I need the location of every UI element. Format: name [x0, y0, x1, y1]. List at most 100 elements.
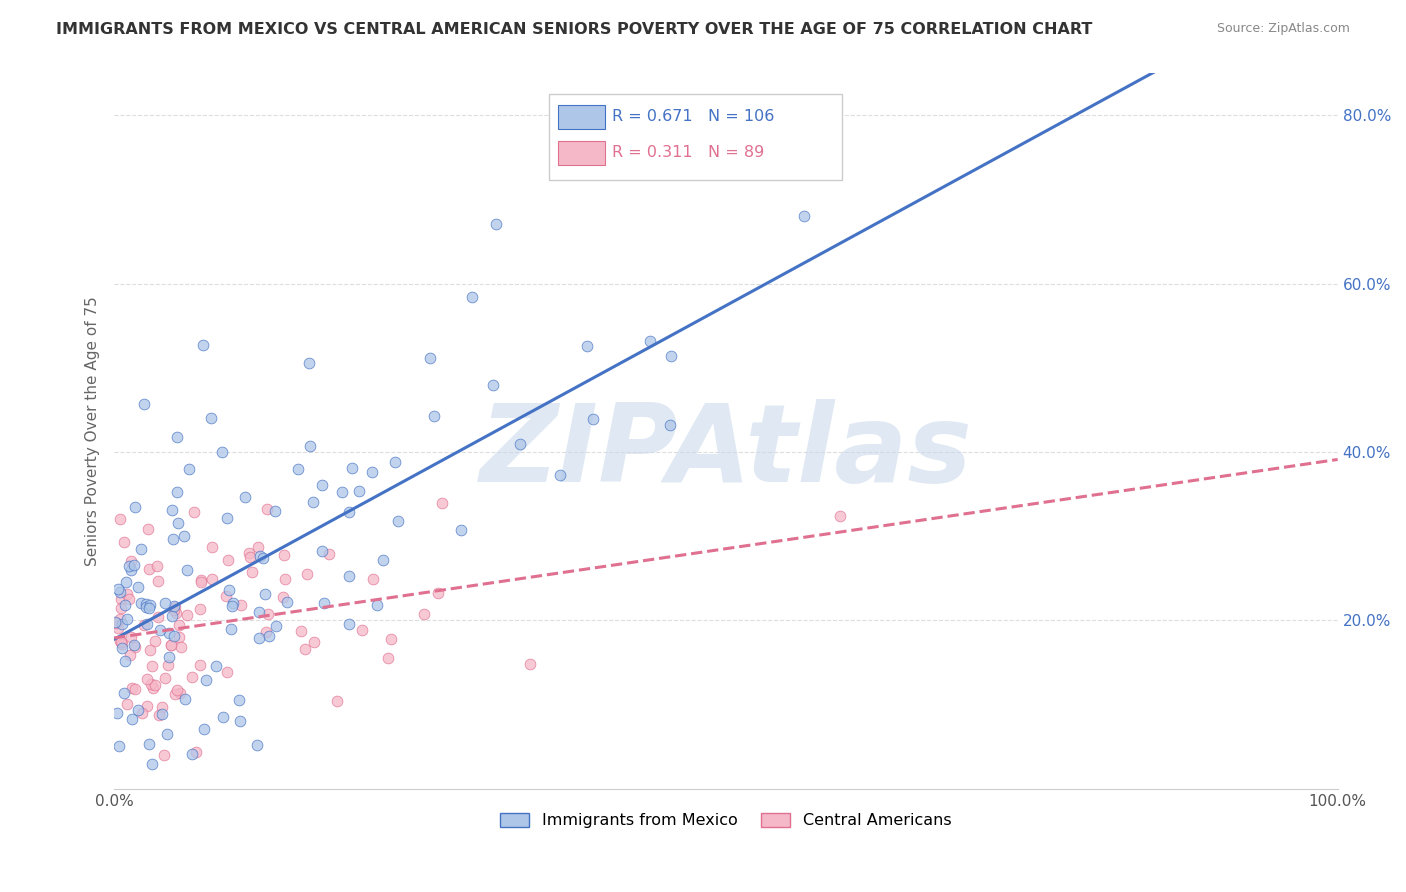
Point [160, 638, 183, 652]
Point [509, 436, 531, 450]
Point [337, 616, 360, 631]
Point [377, 650, 399, 665]
Point [173, 529, 195, 543]
Point [450, 523, 472, 537]
Point [176, 608, 198, 623]
Point [302, 635, 325, 649]
Point [127, 580, 149, 594]
Point [229, 598, 252, 612]
Point [188, 657, 211, 672]
Point [264, 504, 287, 518]
Point [176, 563, 198, 577]
Point [170, 640, 193, 654]
Point [150, 700, 173, 714]
Point [218, 582, 240, 597]
Point [242, 565, 264, 579]
Point [118, 558, 141, 573]
Point [107, 582, 129, 597]
Point [311, 477, 333, 491]
Point [167, 630, 190, 644]
Point [139, 677, 162, 691]
Point [112, 686, 135, 700]
Point [129, 541, 152, 556]
Point [430, 495, 453, 509]
Point [108, 585, 131, 599]
Point [146, 574, 169, 589]
Point [160, 608, 183, 623]
Point [157, 649, 180, 664]
Point [181, 670, 204, 684]
Point [247, 540, 270, 554]
Point [120, 648, 142, 662]
Point [135, 672, 157, 686]
Point [138, 561, 160, 575]
Point [138, 598, 160, 612]
Point [110, 601, 132, 615]
Point [311, 544, 333, 558]
Point [239, 549, 262, 564]
Point [115, 612, 138, 626]
Point [384, 455, 406, 469]
Point [167, 618, 190, 632]
Point [110, 635, 132, 649]
Point [271, 590, 294, 604]
Point [419, 351, 441, 365]
Point [550, 468, 572, 483]
Point [177, 462, 200, 476]
Point [661, 349, 683, 363]
Point [337, 505, 360, 519]
FancyBboxPatch shape [558, 105, 605, 128]
Point [145, 678, 167, 692]
FancyBboxPatch shape [548, 95, 842, 180]
Point [340, 460, 363, 475]
Point [217, 665, 239, 680]
Point [247, 605, 270, 619]
Point [186, 745, 208, 759]
Point [254, 625, 277, 640]
Text: R = 0.311   N = 89: R = 0.311 N = 89 [612, 145, 765, 160]
Point [108, 634, 131, 648]
Point [215, 589, 238, 603]
Point [163, 628, 186, 642]
Point [146, 610, 169, 624]
Point [166, 484, 188, 499]
Point [252, 550, 274, 565]
Point [221, 596, 243, 610]
Point [108, 512, 131, 526]
Point [191, 338, 214, 352]
Point [219, 622, 242, 636]
Point [347, 484, 370, 499]
Point [352, 623, 374, 637]
Point [190, 573, 212, 587]
Point [330, 484, 353, 499]
Point [134, 617, 156, 632]
Point [482, 378, 505, 392]
Point [108, 612, 131, 626]
Point [163, 603, 186, 617]
Point [287, 462, 309, 476]
Point [257, 607, 280, 622]
Point [169, 686, 191, 700]
Point [115, 587, 138, 601]
Point [122, 558, 145, 573]
Point [153, 671, 176, 685]
Point [792, 209, 814, 223]
Point [153, 748, 176, 763]
Point [120, 554, 142, 568]
Point [339, 569, 361, 583]
Point [221, 599, 243, 613]
Point [200, 411, 222, 425]
Point [145, 559, 167, 574]
Point [159, 638, 181, 652]
Point [228, 693, 250, 707]
Point [121, 712, 143, 726]
Point [247, 631, 270, 645]
Point [129, 597, 152, 611]
Point [110, 592, 132, 607]
Point [156, 657, 179, 672]
Point [249, 549, 271, 563]
Text: Source: ZipAtlas.com: Source: ZipAtlas.com [1216, 22, 1350, 36]
Point [361, 465, 384, 479]
Point [582, 412, 605, 426]
Point [173, 692, 195, 706]
